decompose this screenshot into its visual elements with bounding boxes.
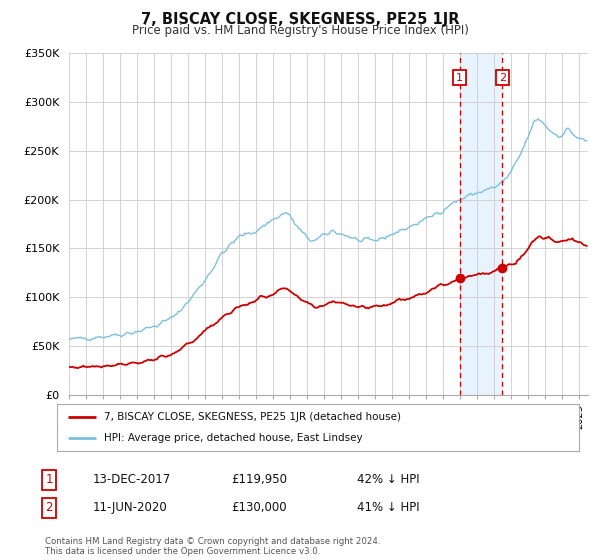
Text: 11-JUN-2020: 11-JUN-2020 — [93, 501, 168, 515]
Text: HPI: Average price, detached house, East Lindsey: HPI: Average price, detached house, East… — [104, 433, 362, 444]
Text: 2: 2 — [499, 73, 506, 82]
Text: 1: 1 — [456, 73, 463, 82]
Bar — [460, 53, 502, 395]
Text: 41% ↓ HPI: 41% ↓ HPI — [357, 501, 419, 515]
Text: 1: 1 — [46, 473, 53, 487]
Text: 13-DEC-2017: 13-DEC-2017 — [93, 473, 171, 487]
Text: 42% ↓ HPI: 42% ↓ HPI — [357, 473, 419, 487]
Text: 7, BISCAY CLOSE, SKEGNESS, PE25 1JR: 7, BISCAY CLOSE, SKEGNESS, PE25 1JR — [141, 12, 459, 27]
Text: Contains HM Land Registry data © Crown copyright and database right 2024.: Contains HM Land Registry data © Crown c… — [45, 537, 380, 546]
Text: Price paid vs. HM Land Registry's House Price Index (HPI): Price paid vs. HM Land Registry's House … — [131, 24, 469, 36]
Text: £130,000: £130,000 — [231, 501, 287, 515]
Text: £119,950: £119,950 — [231, 473, 287, 487]
Text: 2: 2 — [46, 501, 53, 515]
Text: 7, BISCAY CLOSE, SKEGNESS, PE25 1JR (detached house): 7, BISCAY CLOSE, SKEGNESS, PE25 1JR (det… — [104, 412, 401, 422]
Text: This data is licensed under the Open Government Licence v3.0.: This data is licensed under the Open Gov… — [45, 547, 320, 556]
